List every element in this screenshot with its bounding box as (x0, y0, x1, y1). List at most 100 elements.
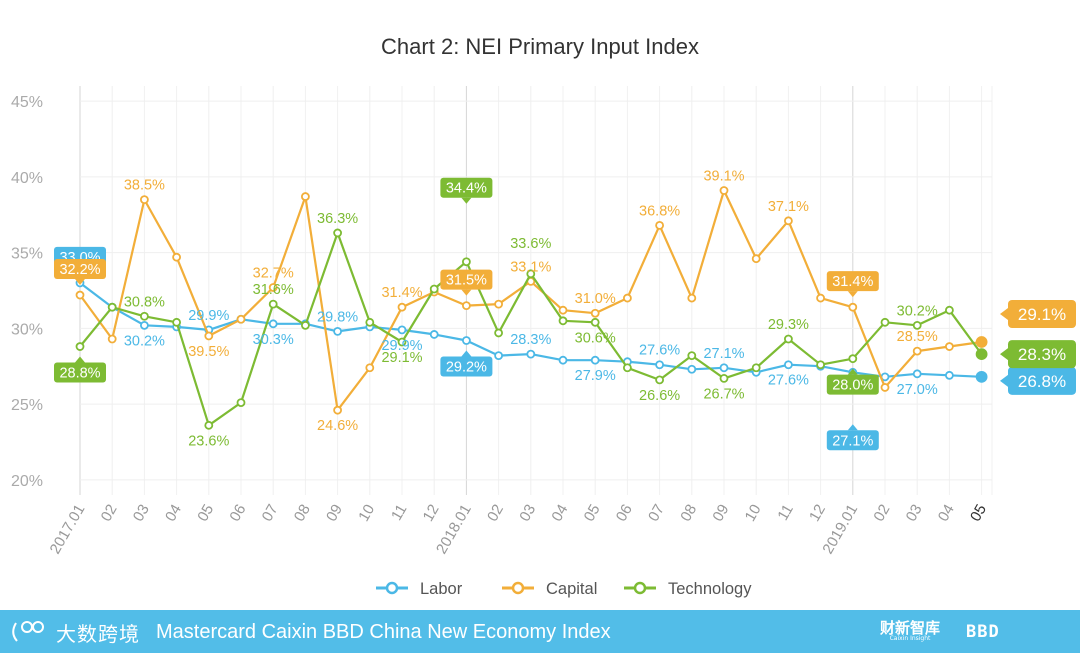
x-tick-label: 04 (162, 502, 185, 525)
data-point-capital (75, 290, 85, 300)
data-point-capital (719, 186, 729, 195)
data-point-technology (687, 351, 697, 361)
data-point-labor (590, 355, 600, 365)
y-tick-label: 30% (11, 321, 43, 338)
brand-bbd: BBD (966, 622, 1000, 642)
y-tick-label: 40% (11, 170, 43, 187)
data-point-labor (655, 360, 664, 370)
data-point-technology (107, 302, 117, 312)
data-label-capital-box (1008, 300, 1076, 329)
x-tick-label: 08 (291, 502, 314, 525)
data-point-technology (558, 316, 568, 326)
data-point-technology (848, 354, 858, 364)
logo-text: 大数跨境 (56, 621, 140, 646)
y-tick-label: 20% (11, 473, 43, 490)
data-label-labor-box (826, 430, 879, 451)
x-tick-label: 07 (259, 502, 282, 525)
data-label-capital: 39.1% (703, 169, 744, 185)
data-label-capital: 24.6% (317, 418, 358, 434)
data-label-labor: 27.0% (897, 382, 938, 398)
data-point-technology (333, 228, 343, 238)
x-tick-label: 06 (613, 502, 636, 525)
x-tick-label: 08 (677, 502, 700, 525)
legend-label-labor: Labor (420, 580, 463, 598)
data-label-capital-box (54, 259, 106, 280)
data-point-capital (816, 293, 825, 303)
x-tick-label: 05 (194, 502, 217, 525)
data-point-capital (333, 405, 343, 415)
data-label-labor: 27.6% (639, 343, 680, 359)
data-point-technology (784, 334, 793, 344)
data-point-capital (687, 293, 697, 303)
data-point-capital (912, 346, 922, 356)
data-point-capital (623, 293, 632, 303)
data-point-technology (719, 373, 729, 383)
data-label-labor-box (440, 356, 493, 377)
x-tick-label: 02 (484, 501, 507, 524)
data-point-capital (107, 334, 117, 344)
data-label-technology: 29.3% (768, 317, 809, 333)
data-point-technology (945, 305, 954, 315)
data-label-labor: 29.9% (381, 338, 422, 354)
data-label-technology: 31.6% (253, 282, 294, 298)
data-point-technology (204, 420, 214, 430)
x-tick-label: 03 (516, 502, 539, 525)
data-label-labor-pointer (847, 424, 858, 431)
data-point-technology (397, 337, 407, 347)
x-tick-label: 2017.01 (47, 502, 89, 557)
data-point-technology (912, 320, 922, 330)
logo-mark-icon (12, 621, 44, 642)
data-label-labor: 29.8% (317, 309, 358, 325)
x-tick-label: 11 (388, 502, 411, 524)
x-tick-label: 02 (870, 502, 893, 525)
data-label-technology: 28.8% (59, 366, 100, 382)
data-point-labor (268, 319, 278, 329)
x-tick-label: 12 (420, 502, 443, 525)
data-point-technology (590, 317, 600, 327)
data-label-labor: 30.3% (253, 332, 294, 348)
data-point-technology (300, 320, 310, 330)
y-tick-label: 45% (11, 94, 43, 111)
brand-caixin: 财新智库 Caixin Insight (880, 621, 940, 643)
data-label-labor-pointer (1000, 374, 1008, 387)
data-label-labor: 30.2% (124, 333, 165, 349)
data-label-capital: 31.5% (446, 273, 487, 289)
data-label-technology: 36.3% (317, 211, 358, 227)
data-point-technology (494, 328, 504, 338)
data-label-capital-pointer (75, 279, 85, 286)
chart: Chart 2: NEI Primary Input Index 20% 25% 30… (11, 34, 1076, 598)
data-label-capital: 38.5% (124, 178, 165, 194)
data-label-capital: 39.5% (188, 344, 229, 360)
footer-logo: 大数跨境 (10, 618, 140, 646)
data-point-labor (333, 326, 343, 336)
data-point-technology (139, 311, 149, 321)
x-tick-label: 11 (774, 502, 797, 524)
x-tick-label: 10 (742, 502, 765, 525)
data-label-technology-box (440, 177, 493, 198)
x-tick-label: 12 (806, 502, 829, 525)
legend-label-technology: Technology (668, 580, 752, 598)
data-label-technology: 26.6% (639, 388, 680, 404)
data-point-labor (494, 351, 504, 361)
data-label-labor: 28.3% (510, 332, 551, 348)
x-tick-label: 05 (581, 502, 604, 525)
data-label-capital: 31.4% (381, 285, 422, 301)
x-tick-label: 03 (903, 502, 926, 525)
data-label-technology-box (54, 362, 106, 383)
data-point-capital (268, 283, 278, 292)
data-point-technology (623, 363, 632, 373)
data-label-capital-pointer (847, 291, 858, 298)
data-point-capital (494, 299, 504, 309)
data-point-technology (268, 299, 278, 309)
data-label-capital: 32.7% (253, 265, 294, 281)
data-point-technology (655, 375, 664, 385)
data-label-technology: 29.1% (381, 350, 422, 366)
brand-caixin-sub: Caixin Insight (889, 635, 931, 642)
data-point-labor (558, 355, 568, 365)
data-label-technology: 28.0% (832, 378, 873, 394)
data-point-capital (751, 254, 761, 264)
data-point-technology (461, 257, 471, 267)
data-label-technology-box (1008, 340, 1076, 369)
legend-marker-capital (511, 581, 525, 595)
data-label-technology: 28.3% (1018, 345, 1066, 364)
